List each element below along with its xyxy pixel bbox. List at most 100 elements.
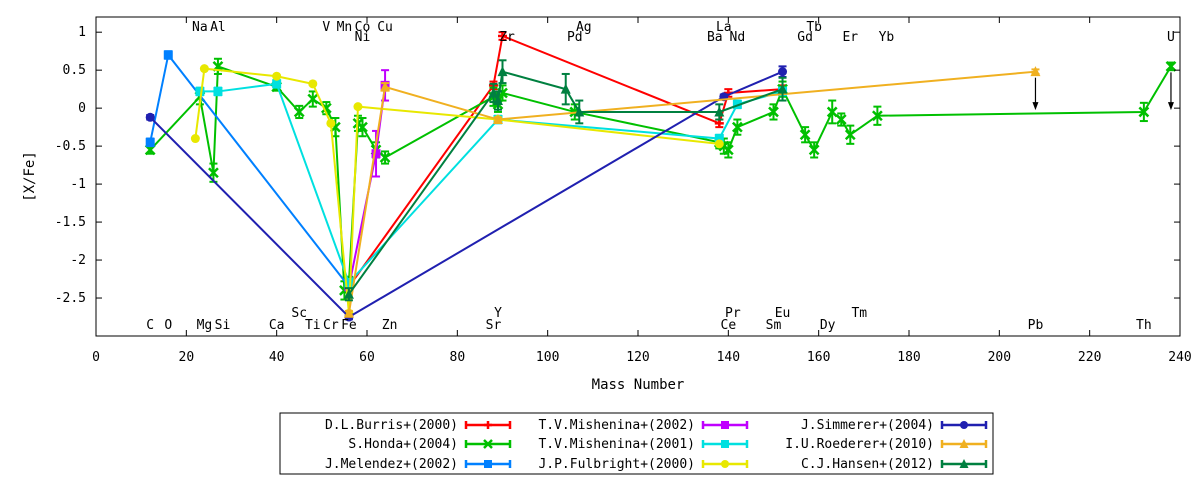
element-label: Ba [707,30,723,45]
element-label: Tb [806,20,822,35]
data-point [871,110,883,122]
legend-item: C.J.Hansen+(2012) [801,457,988,472]
y-axis: 1 0.5 0 -0.5 -1 -1.5 -2 -2.5 [55,25,1180,306]
legend-label: J.Simmerer+(2004) [801,418,934,433]
element-label: Tm [851,306,867,321]
x-tick-label: 20 [179,350,195,365]
x-tick-label: 40 [269,350,285,365]
element-label: Al [210,20,226,35]
legend-item: D.L.Burris+(2000) [325,418,512,433]
legend-item: J.P.Fulbright+(2000) [538,457,749,472]
legend-item: J.Simmerer+(2004) [801,418,988,433]
data-point [721,440,729,448]
element-label: Er [842,30,858,45]
data-point [799,129,811,141]
x-tick-label: 80 [450,350,466,365]
series-s-honda-2004- [144,57,1177,301]
element-label: Ni [355,30,371,45]
series-j-p-fulbright-2000- [190,64,724,318]
element-label: Pd [567,30,583,45]
element-label: Ti [305,318,321,333]
series-line [199,82,783,285]
data-point [483,439,493,449]
data-point [308,79,318,89]
y-tick-label: 1 [78,25,86,40]
data-point [768,106,779,118]
legend-item: I.U.Roederer+(2010) [785,437,988,452]
data-point [343,288,354,299]
data-point [844,129,856,141]
legend-label: J.P.Fulbright+(2000) [538,457,695,472]
y-tick-label: 0 [78,101,86,116]
legend-item: T.V.Mishenina+(2001) [538,437,749,452]
y-tick-label: -1.5 [55,215,86,230]
element-label: Ag [576,20,592,35]
element-label: Zn [382,318,398,333]
y-axis-title: [X/Fe] [22,151,38,202]
series-d-l-burris-2000- [344,31,788,292]
element-label: Mn [337,20,353,35]
data-point [343,307,354,318]
data-point [1030,66,1041,77]
element-label: Yb [879,30,895,45]
element-label: La [716,20,732,35]
series-line [347,70,1036,314]
data-point [960,421,968,429]
data-point [826,106,838,118]
element-label: Na [192,20,208,35]
data-point [484,421,492,429]
data-point [959,439,969,448]
legend-item: T.V.Mishenina+(2002) [538,418,749,433]
element-label: Co [355,20,371,35]
data-point [145,112,155,122]
legend-label: S.Honda+(2004) [348,437,458,452]
data-point [492,114,503,125]
x-tick-label: 240 [1168,350,1191,365]
legend: D.L.Burris+(2000) S.Honda+(2004) J.Melende… [279,412,994,475]
data-point [272,79,282,89]
data-point [714,106,725,117]
data-point [484,460,492,468]
data-point [163,50,173,60]
x-tick-label: 60 [359,350,375,365]
data-point [721,460,729,468]
series-layer [144,31,1177,322]
x-tick-label: 180 [897,350,920,365]
series-c-j-hansen-2012- [343,59,788,302]
data-point [731,121,743,133]
element-label: O [164,318,172,333]
element-label: Eu [775,306,791,321]
data-point [213,86,223,96]
legend-label: I.U.Roederer+(2010) [785,437,934,452]
series-i-u-roederer-2010- [343,66,1041,318]
data-point [353,102,363,112]
data-point [574,106,585,117]
y-tick-label: -2 [70,253,86,268]
data-point [714,139,724,149]
element-label: U [1167,30,1175,45]
data-point [721,421,729,429]
element-label: Ce [721,318,737,333]
element-label: C [146,318,154,333]
data-point [722,144,734,156]
data-point [371,149,381,159]
data-point [498,31,507,41]
x-tick-label: 160 [807,350,830,365]
y-tick-label: -0.5 [55,139,86,154]
element-label: Mg [197,318,213,333]
element-label: V [322,20,330,35]
element-label: Gd [797,30,813,45]
element-label: Sm [766,318,782,333]
element-label: Si [215,318,231,333]
element-label: Sc [291,306,307,321]
upper-limit-arrow [1167,72,1174,111]
element-label: Dy [820,318,836,333]
element-label: Cu [377,20,393,35]
data-point [1138,106,1150,118]
series-t-v-mishenina-2001- [195,79,788,288]
element-label: Zr [499,30,515,45]
legend-label: J.Melendez+(2002) [325,457,458,472]
data-point [497,66,508,77]
upper-limit-arrows [1032,72,1174,111]
